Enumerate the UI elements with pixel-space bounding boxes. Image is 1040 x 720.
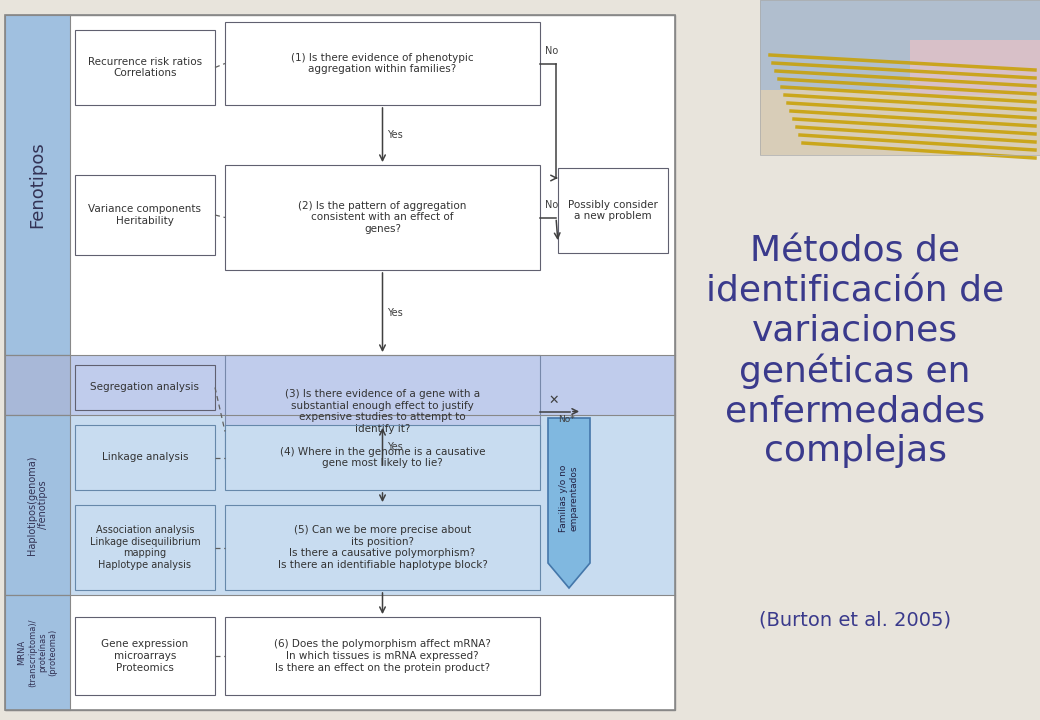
Text: Yes: Yes (388, 307, 404, 318)
Text: (4) Where in the genome is a causative
gene most likely to lie?: (4) Where in the genome is a causative g… (280, 446, 486, 468)
Text: Segregation analysis: Segregation analysis (90, 382, 200, 392)
Bar (760, 0, 1040, 155)
Text: Yes: Yes (388, 130, 404, 140)
Bar (75, 425, 215, 490)
Bar (225, 22, 540, 105)
Bar (760, 0, 1040, 155)
Text: Variance components
Heritability: Variance components Heritability (88, 204, 202, 226)
Text: ✕: ✕ (549, 394, 560, 407)
Bar (225, 505, 540, 590)
Bar (75, 175, 215, 255)
Bar (75, 617, 215, 695)
Bar (5, 15, 70, 355)
Text: Métodos de
identificación de
variaciones
genéticas en
enfermedades
complejas: Métodos de identificación de variaciones… (706, 235, 1004, 468)
Bar (5, 355, 675, 415)
Text: Haplotipos(genoma)
/fenotipos: Haplotipos(genoma) /fenotipos (27, 455, 48, 554)
Text: Possibly consider
a new problem: Possibly consider a new problem (568, 199, 658, 221)
Text: Association analysis
Linkage disequilibrium
mapping
Haplotype analysis: Association analysis Linkage disequilibr… (89, 525, 201, 570)
Text: No: No (545, 45, 558, 55)
Text: Familias y/o no
emparentados: Familias y/o no emparentados (560, 464, 578, 531)
Bar (75, 365, 215, 410)
Text: (3) Is there evidence of a gene with a
substantial enough effect to justify
expe: (3) Is there evidence of a gene with a s… (285, 389, 480, 434)
Bar (558, 168, 668, 253)
Bar (75, 30, 215, 105)
Bar (225, 617, 540, 695)
Bar (5, 595, 70, 710)
Bar (5, 415, 675, 595)
Text: MRNA
(transcriptoma)/
proteínas
(proteoma): MRNA (transcriptoma)/ proteínas (proteom… (18, 618, 57, 687)
Text: (Burton et al. 2005): (Burton et al. 2005) (759, 611, 951, 629)
Bar (225, 355, 540, 468)
Text: No*: No* (558, 415, 575, 425)
Text: (1) Is there evidence of phenotypic
aggregation within families?: (1) Is there evidence of phenotypic aggr… (291, 53, 474, 74)
Text: Gene expression
microarrays
Proteomics: Gene expression microarrays Proteomics (101, 639, 188, 672)
Text: (6) Does the polymorphism affect mRNA?
In which tissues is mRNA expressed?
Is th: (6) Does the polymorphism affect mRNA? I… (275, 639, 491, 672)
Text: (5) Can we be more precise about
its position?
Is there a causative polymorphism: (5) Can we be more precise about its pos… (278, 525, 488, 570)
Text: Fenotipos: Fenotipos (28, 142, 47, 228)
Polygon shape (548, 418, 590, 588)
Bar (910, 40, 1040, 95)
Bar (75, 505, 215, 590)
Text: No: No (545, 199, 558, 210)
Text: Yes: Yes (388, 441, 404, 451)
Bar (5, 15, 675, 710)
Bar (225, 425, 540, 490)
Bar (225, 165, 540, 270)
Text: Linkage analysis: Linkage analysis (102, 452, 188, 462)
Bar (5, 595, 675, 710)
Bar (5, 415, 70, 595)
Text: Recurrence risk ratios
Correlations: Recurrence risk ratios Correlations (88, 57, 202, 78)
Bar (5, 355, 70, 415)
Bar (760, 0, 1040, 90)
Text: (2) Is the pattern of aggregation
consistent with an effect of
genes?: (2) Is the pattern of aggregation consis… (298, 201, 467, 234)
Bar (5, 15, 675, 710)
